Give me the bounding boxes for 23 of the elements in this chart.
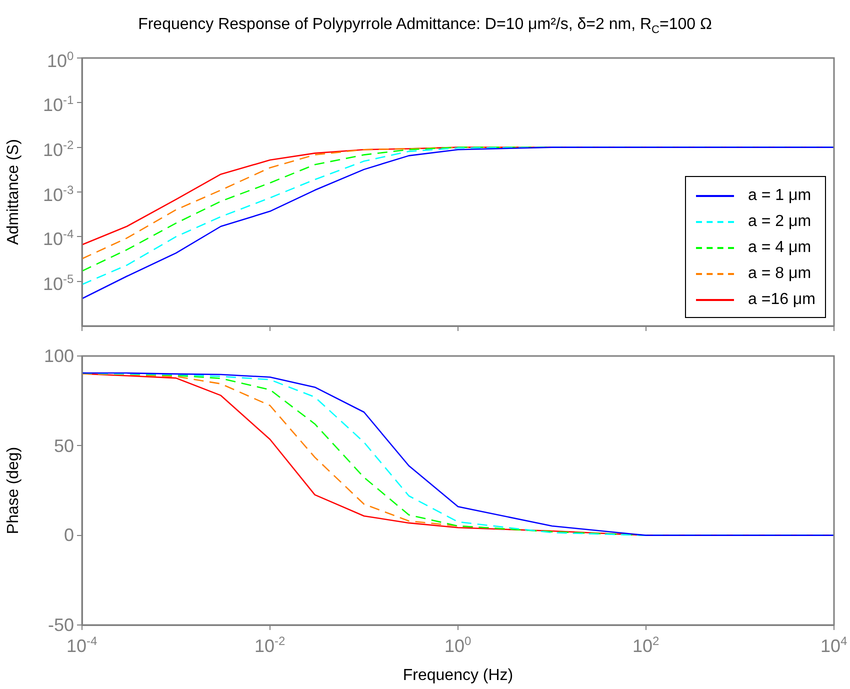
y-tick-label: 10$^{-1}$ [43, 92, 74, 116]
y-tick-label: 10$^{-3}$ [43, 182, 74, 204]
legend-label: a = 1 μm [748, 187, 812, 205]
y-axis-title: Phase (deg) [5, 446, 22, 534]
legend-label: a = 8 μm [748, 265, 812, 283]
y-tick-label: 100 [44, 346, 74, 366]
x-tick-label: 10$^{-2}$ [254, 633, 286, 656]
y-axis-title: Admittance (S) [5, 139, 22, 245]
y-tick-label: -50 [48, 615, 74, 635]
legend-label: a = 4 μm [748, 239, 812, 257]
legend-label: a = 2 μm [748, 213, 812, 231]
y-tick-label: 10$^{-4}$ [43, 226, 74, 250]
x-tick-label: 10$^{0}$ [444, 633, 472, 656]
chart-title: Frequency Response of Polypyrrole Admittance: D=10 μm²/s, δ=2 nm, R$_{C}$=100 Ω [137, 16, 713, 36]
y-tick-label: 10$^{-2}$ [43, 136, 74, 160]
y-tick-label: 10$^{-5}$ [43, 270, 74, 294]
y-tick-label: 10$^{0}$ [47, 48, 74, 70]
x-axis-title: Frequency (Hz) [402, 666, 514, 684]
x-tick-label: 10$^{2}$ [632, 633, 660, 656]
x-tick-label: 10$^{4}$ [820, 633, 848, 656]
y-tick-label: 0 [64, 525, 74, 546]
legend-label: a =16 μm [748, 291, 816, 309]
y-tick-label: 50 [54, 436, 74, 456]
